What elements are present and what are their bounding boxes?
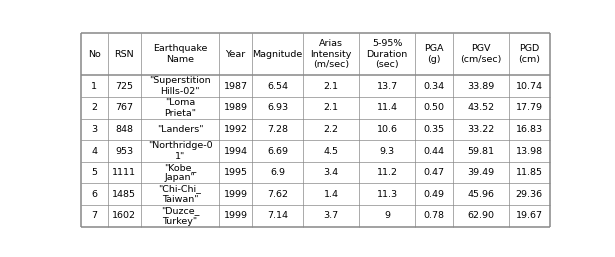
Text: 11.85: 11.85 — [516, 168, 542, 177]
Text: 1987: 1987 — [224, 82, 248, 91]
Text: 1999: 1999 — [224, 212, 248, 221]
Text: "Northridge-0
1": "Northridge-0 1" — [148, 141, 212, 161]
Text: 3.7: 3.7 — [323, 212, 339, 221]
Text: 39.49: 39.49 — [467, 168, 494, 177]
Text: 0.49: 0.49 — [424, 190, 445, 199]
Text: 1989: 1989 — [224, 103, 248, 112]
Text: 4: 4 — [92, 146, 97, 155]
Text: 1992: 1992 — [224, 125, 248, 134]
Text: 19.67: 19.67 — [516, 212, 542, 221]
Text: 848: 848 — [116, 125, 133, 134]
Text: 16.83: 16.83 — [515, 125, 543, 134]
Text: 33.22: 33.22 — [467, 125, 494, 134]
Text: 7.14: 7.14 — [267, 212, 288, 221]
Text: 6.9: 6.9 — [270, 168, 285, 177]
Text: 5-95%
Duration
(sec): 5-95% Duration (sec) — [367, 39, 408, 69]
Text: 0.44: 0.44 — [424, 146, 445, 155]
Text: 7.28: 7.28 — [267, 125, 288, 134]
Text: 17.79: 17.79 — [516, 103, 542, 112]
Text: 1994: 1994 — [224, 146, 248, 155]
Text: 953: 953 — [116, 146, 133, 155]
Text: 6: 6 — [92, 190, 97, 199]
Text: "Duzce_
Turkey": "Duzce_ Turkey" — [161, 206, 199, 226]
Text: 2: 2 — [92, 103, 97, 112]
Text: 11.2: 11.2 — [377, 168, 398, 177]
Text: Arias
Intensity
(m/sec): Arias Intensity (m/sec) — [311, 39, 352, 69]
Text: 13.98: 13.98 — [515, 146, 543, 155]
Text: 6.69: 6.69 — [267, 146, 288, 155]
Text: 4.5: 4.5 — [323, 146, 339, 155]
Text: 7: 7 — [92, 212, 97, 221]
Text: 11.3: 11.3 — [376, 190, 398, 199]
Text: 10.74: 10.74 — [516, 82, 542, 91]
Text: "Kobe_
Japan": "Kobe_ Japan" — [164, 163, 196, 182]
Text: 3: 3 — [91, 125, 97, 134]
Text: 1111: 1111 — [113, 168, 137, 177]
Text: No: No — [88, 50, 101, 59]
Text: 2.1: 2.1 — [323, 103, 339, 112]
Text: 6.54: 6.54 — [267, 82, 288, 91]
Text: 0.35: 0.35 — [423, 125, 445, 134]
Text: 725: 725 — [116, 82, 133, 91]
Text: 1: 1 — [92, 82, 97, 91]
Text: 1485: 1485 — [113, 190, 137, 199]
Text: 10.6: 10.6 — [377, 125, 398, 134]
Text: 5: 5 — [92, 168, 97, 177]
Text: 11.4: 11.4 — [377, 103, 398, 112]
Text: 9.3: 9.3 — [379, 146, 395, 155]
Text: 1995: 1995 — [224, 168, 248, 177]
Text: Year: Year — [226, 50, 246, 59]
Text: 0.50: 0.50 — [424, 103, 445, 112]
Text: Earthquake
Name: Earthquake Name — [153, 44, 207, 64]
Text: 767: 767 — [116, 103, 133, 112]
Text: "Chi-Chi_
Taiwan": "Chi-Chi_ Taiwan" — [159, 185, 202, 204]
Text: 9: 9 — [384, 212, 390, 221]
Text: 59.81: 59.81 — [467, 146, 494, 155]
Text: Magnitude: Magnitude — [253, 50, 303, 59]
Text: "Loma
Prieta": "Loma Prieta" — [164, 98, 196, 117]
Text: 2.1: 2.1 — [323, 82, 339, 91]
Text: 0.47: 0.47 — [424, 168, 445, 177]
Text: 2.2: 2.2 — [323, 125, 339, 134]
Text: 0.34: 0.34 — [423, 82, 445, 91]
Text: 6.93: 6.93 — [267, 103, 288, 112]
Text: PGV
(cm/sec): PGV (cm/sec) — [460, 44, 501, 64]
Text: 1.4: 1.4 — [323, 190, 339, 199]
Text: 45.96: 45.96 — [467, 190, 494, 199]
Text: 33.89: 33.89 — [467, 82, 494, 91]
Text: 7.62: 7.62 — [267, 190, 288, 199]
Text: "Landers": "Landers" — [157, 125, 204, 134]
Text: "Superstition
Hills-02": "Superstition Hills-02" — [149, 77, 211, 96]
Text: 1602: 1602 — [113, 212, 137, 221]
Text: 3.4: 3.4 — [323, 168, 339, 177]
Text: PGA
(g): PGA (g) — [424, 44, 444, 64]
Text: RSN: RSN — [114, 50, 134, 59]
Text: 0.78: 0.78 — [424, 212, 445, 221]
Text: 1999: 1999 — [224, 190, 248, 199]
Text: 62.90: 62.90 — [467, 212, 494, 221]
Text: 29.36: 29.36 — [515, 190, 543, 199]
Text: PGD
(cm): PGD (cm) — [518, 44, 540, 64]
Text: 43.52: 43.52 — [467, 103, 494, 112]
Text: 13.7: 13.7 — [376, 82, 398, 91]
